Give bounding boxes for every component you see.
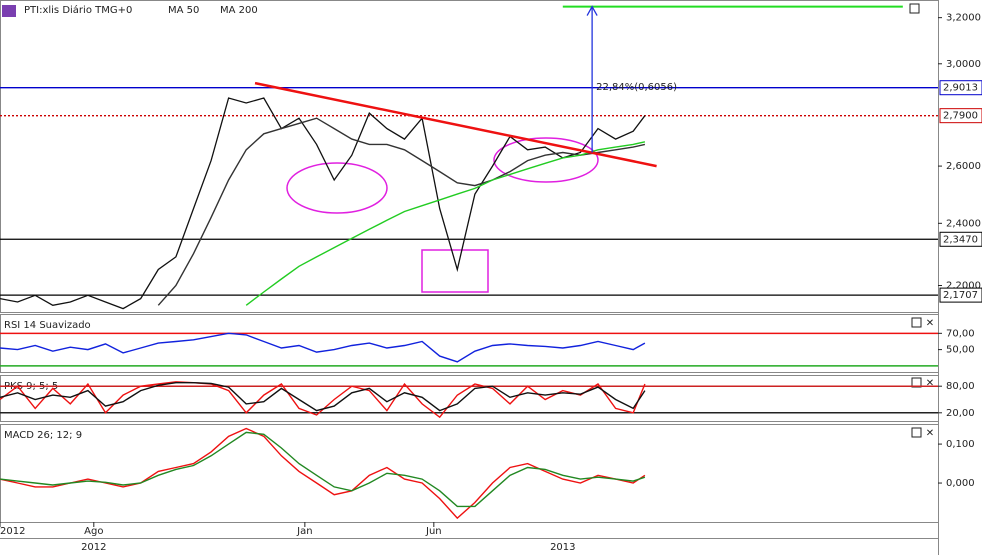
cfd-icon: [2, 5, 16, 17]
maximize-button[interactable]: [911, 377, 922, 388]
y-tick-label: 50,00: [946, 345, 975, 356]
series-line: [0, 381, 646, 419]
level-label: 2,1707: [943, 290, 978, 301]
series-line: [0, 332, 646, 363]
level-label-box: [939, 231, 982, 247]
maximize-button[interactable]: [909, 3, 920, 14]
arrow-head: [586, 5, 598, 16]
series-line: [245, 141, 646, 306]
close-button[interactable]: ✕: [926, 378, 934, 389]
y-tick-label: 20,00: [946, 408, 975, 419]
x-tick-label: Jan: [296, 526, 312, 537]
y-tick-label: 2,4000: [946, 218, 981, 229]
level-label-box: [939, 108, 982, 124]
series-line: [0, 431, 646, 508]
y-tick-label: 0,100: [946, 439, 975, 450]
y-tick-label: 70,00: [946, 328, 975, 339]
series-line: [0, 382, 646, 412]
level-label: 2,3470: [943, 234, 978, 245]
year-label: 2012: [81, 542, 106, 553]
panel-title: MACD 26; 12; 9: [4, 430, 82, 441]
highlight-ellipse: [286, 162, 388, 214]
close-button[interactable]: ✕: [926, 428, 934, 439]
level-label: 2,9013: [943, 83, 978, 94]
y-tick-label: 80,00: [946, 381, 975, 392]
panel-title: PTI:xlis Diário TMG+0: [24, 4, 132, 16]
series-line: [0, 97, 646, 310]
year-label: 2013: [550, 542, 575, 553]
maximize-button[interactable]: [911, 427, 922, 438]
y-tick-label: 3,0000: [946, 59, 981, 70]
close-button[interactable]: ✕: [926, 318, 934, 329]
legend-entry: MA 50: [168, 5, 199, 16]
panel-title: RSI 14 Suavizado: [4, 320, 91, 331]
series-line: [0, 427, 646, 520]
trend-line: [254, 81, 657, 168]
y-tick-label: 2,2000: [946, 281, 981, 292]
x-tick-label: 2012: [0, 526, 25, 537]
highlight-box: [421, 249, 489, 293]
x-tick-label: Jun: [425, 526, 442, 537]
level-label-box: [939, 287, 982, 303]
series-line: [157, 117, 646, 306]
level-label-box: [939, 80, 982, 96]
y-tick-label: 0,000: [946, 478, 975, 489]
highlight-ellipse: [493, 137, 599, 183]
y-tick-label: 2,6000: [946, 161, 981, 172]
maximize-button[interactable]: [911, 317, 922, 328]
legend-entry: MA 200: [220, 5, 258, 16]
arrow-label: 22,84%(0,6056): [596, 82, 677, 93]
level-label: 2,7900: [943, 111, 978, 122]
x-tick-label: Ago: [84, 526, 103, 537]
y-tick-label: 3,2000: [946, 13, 981, 24]
